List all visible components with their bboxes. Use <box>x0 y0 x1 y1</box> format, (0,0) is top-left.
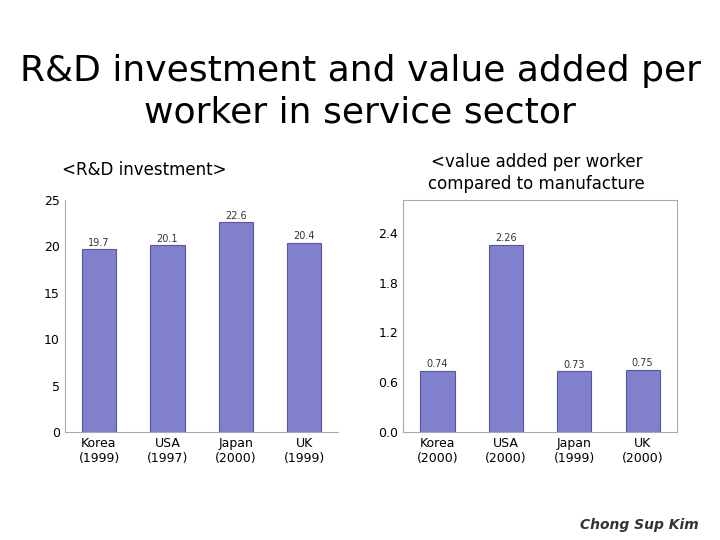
Text: R&D investment and value added per
worker in service sector: R&D investment and value added per worke… <box>19 54 701 130</box>
Bar <box>150 245 184 432</box>
Text: <value added per worker
compared to manufacture: <value added per worker compared to manu… <box>428 153 645 193</box>
Text: World Trade Environment and the Korean Economy: World Trade Environment and the Korean E… <box>9 10 366 23</box>
Bar <box>82 249 116 432</box>
Bar <box>219 222 253 432</box>
Bar <box>557 372 591 432</box>
Text: 20.4: 20.4 <box>294 231 315 241</box>
Text: 0.73: 0.73 <box>564 360 585 370</box>
Text: 22.6: 22.6 <box>225 211 247 221</box>
Bar <box>420 370 454 432</box>
Text: 0.75: 0.75 <box>631 358 654 368</box>
Text: <R&D investment>: <R&D investment> <box>62 161 226 179</box>
Text: 2.26: 2.26 <box>495 233 517 243</box>
Text: 20.1: 20.1 <box>157 234 178 244</box>
Bar <box>489 245 523 432</box>
Bar <box>287 242 321 432</box>
Text: 19.7: 19.7 <box>89 238 109 248</box>
Text: Chong Sup Kim: Chong Sup Kim <box>580 518 698 532</box>
Text: 0.74: 0.74 <box>427 359 448 369</box>
Bar <box>626 370 660 432</box>
